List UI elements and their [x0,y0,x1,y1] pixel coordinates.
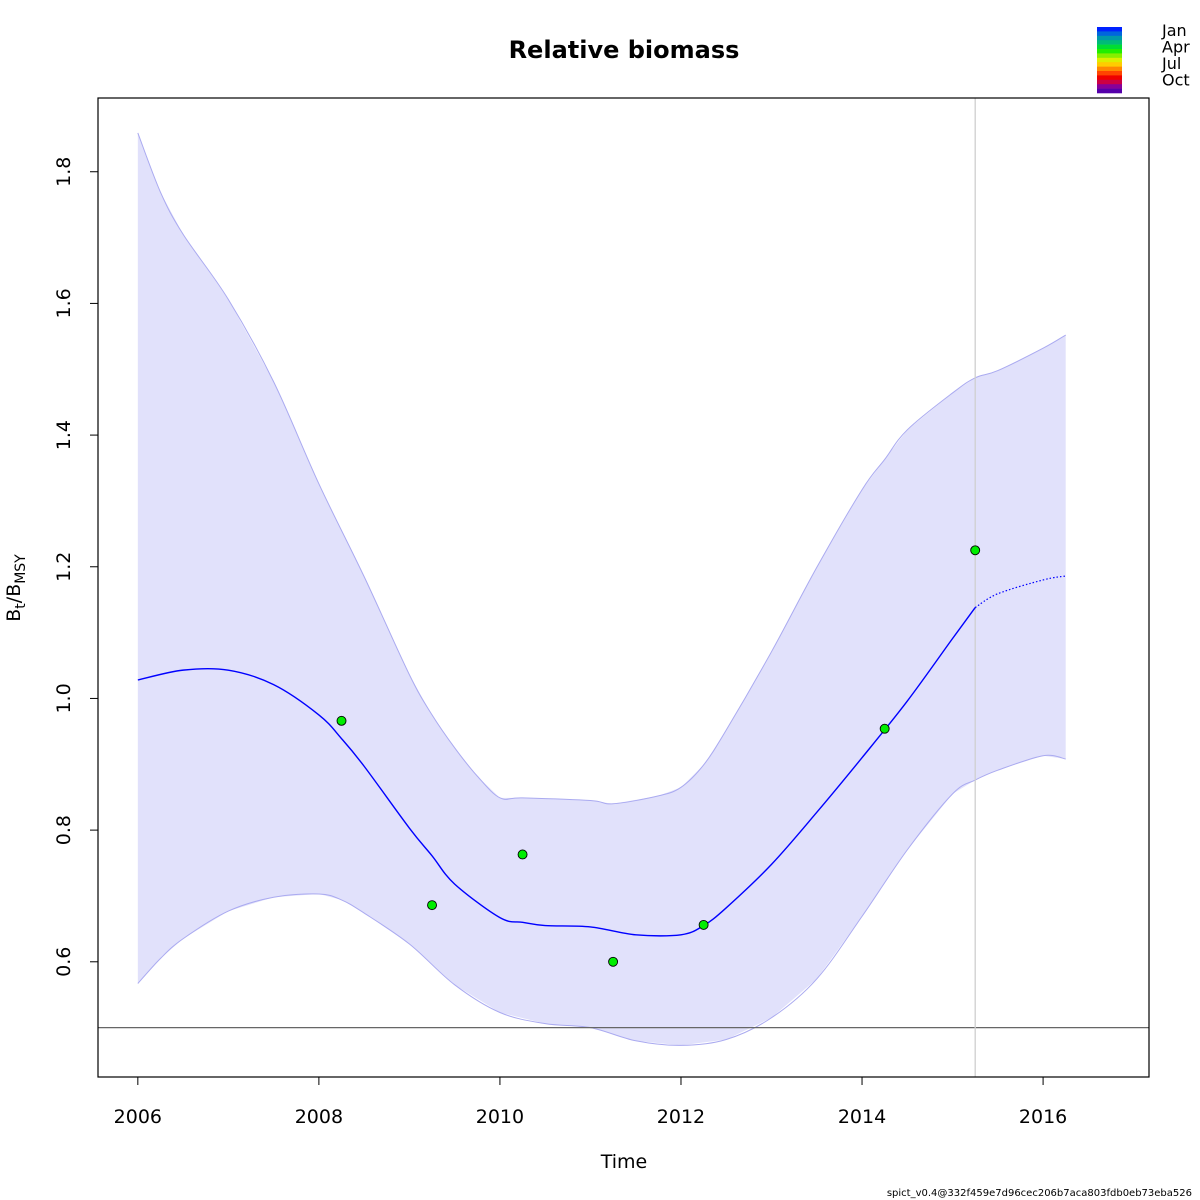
observation-point [698,919,709,930]
legend-swatch [1097,40,1122,45]
x-axis-label: Time [600,1151,648,1173]
chart-title: Relative biomass [509,36,740,64]
legend-swatch [1097,35,1122,41]
y-axis-label: Bt/BMSY [3,554,29,622]
x-tick-label: 2006 [114,1106,162,1128]
y-axis: 0.6 0.8 1.0 1.2 1.4 1.6 1.8 [53,157,99,977]
legend-swatch [1097,71,1122,76]
x-tick-label: 2010 [476,1106,524,1128]
x-tick-label: 2014 [838,1106,886,1128]
x-tick-label: 2008 [295,1106,343,1128]
legend-swatch [1097,27,1122,32]
legend-swatch [1097,84,1122,89]
legend-swatch [1097,62,1122,67]
legend-swatch [1097,79,1122,85]
y-tick-label: 0.8 [53,815,75,845]
y-label-sep: /B [3,584,25,603]
observation-point [517,849,528,860]
legend-swatch [1097,57,1122,63]
legend-swatch [1097,66,1122,72]
y-tick-label: 1.2 [53,552,75,582]
prediction-line [974,575,1066,609]
estimate-line-group [137,575,1066,937]
ci-area [137,132,1066,1046]
legend-swatch [1097,49,1122,54]
legend-swatch [1097,53,1122,59]
observation-point [427,900,437,911]
observation-point [879,723,890,734]
observation-point [336,715,347,726]
legend-swatch [1097,75,1122,81]
x-tick-label: 2012 [657,1106,705,1128]
y-label-sub1: t [13,603,29,609]
version-footer: spict_v0.4@332f459e7d96cec206b7aca803fdb… [887,1188,1192,1199]
y-tick-label: 1.6 [53,288,75,318]
observation-points [336,545,981,967]
observation-point [608,956,619,967]
estimate-line [137,607,976,937]
y-tick-label: 1.4 [53,420,75,450]
legend-label: Jul [1161,54,1181,73]
legend-swatch [1097,88,1122,94]
y-label-main: B [3,609,25,622]
legend-label: Apr [1162,38,1190,57]
y-label-sub2: MSY [13,554,29,584]
x-tick-label: 2016 [1019,1106,1067,1128]
y-tick-label: 0.6 [53,947,75,977]
y-tick-label: 1.0 [53,683,75,713]
legend-label: Jan [1161,21,1187,40]
x-axis: 2006 2008 2010 2012 2014 2016 [114,1076,1067,1128]
legend-swatch [1097,31,1122,37]
legend-swatch [1097,44,1122,50]
confidence-band [137,132,1066,1046]
legend-label: Oct [1162,71,1190,90]
observation-point [970,545,981,556]
ci-upper-line [137,132,1066,805]
y-tick-label: 1.8 [53,157,75,187]
